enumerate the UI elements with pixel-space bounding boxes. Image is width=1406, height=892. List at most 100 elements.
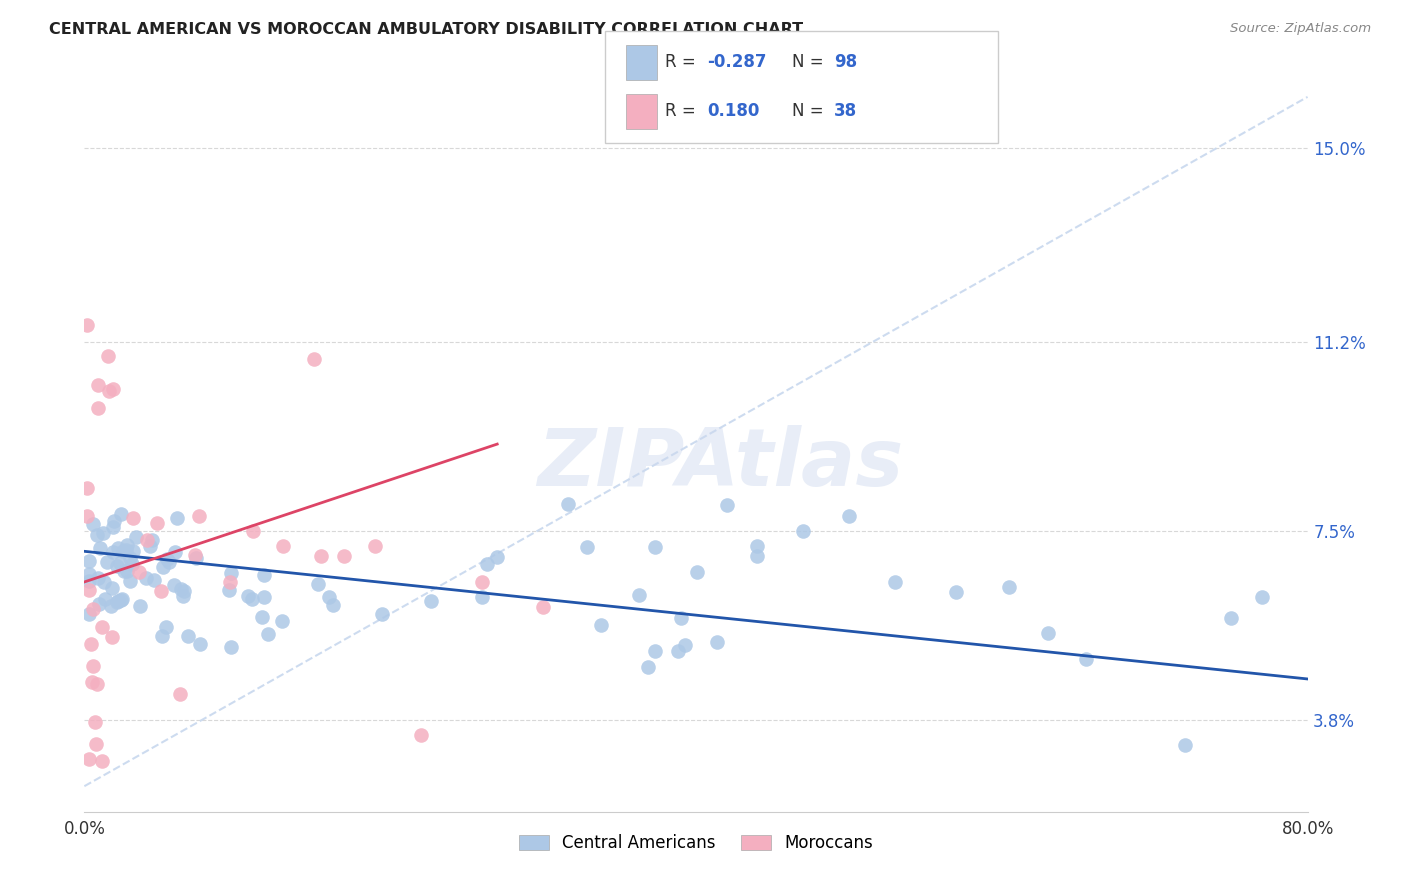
Point bbox=[145, 516, 167, 531]
Point bbox=[1250, 591, 1272, 605]
Point bbox=[253, 568, 276, 582]
Point bbox=[271, 539, 294, 553]
Point bbox=[115, 538, 138, 552]
Point bbox=[129, 599, 152, 613]
Point bbox=[107, 594, 129, 608]
Point bbox=[90, 754, 112, 768]
Point bbox=[93, 574, 115, 589]
Point bbox=[114, 543, 136, 558]
Point bbox=[666, 644, 689, 658]
Point bbox=[111, 591, 134, 606]
Point bbox=[219, 640, 242, 655]
Point bbox=[322, 598, 344, 612]
Point bbox=[94, 592, 117, 607]
Point bbox=[475, 557, 498, 571]
Point bbox=[307, 577, 329, 591]
Point bbox=[236, 589, 259, 603]
Point bbox=[218, 583, 240, 598]
Point bbox=[155, 620, 177, 634]
Point bbox=[84, 714, 107, 729]
Point bbox=[188, 637, 211, 651]
Point bbox=[118, 551, 141, 566]
Point bbox=[93, 525, 115, 540]
Point bbox=[103, 514, 125, 528]
Point bbox=[107, 541, 129, 556]
Point bbox=[108, 556, 131, 570]
Text: Source: ZipAtlas.com: Source: ZipAtlas.com bbox=[1230, 22, 1371, 36]
Point bbox=[169, 687, 191, 701]
Point bbox=[747, 539, 769, 553]
Point bbox=[589, 617, 612, 632]
Point bbox=[86, 677, 108, 691]
Point bbox=[97, 349, 120, 363]
Point bbox=[91, 620, 114, 634]
Point bbox=[110, 593, 132, 607]
Point bbox=[101, 582, 124, 596]
Point bbox=[673, 638, 696, 652]
Point bbox=[637, 660, 659, 674]
Point bbox=[77, 582, 100, 597]
Point bbox=[82, 602, 104, 616]
Point bbox=[118, 574, 141, 589]
Point bbox=[575, 540, 598, 554]
Point bbox=[103, 382, 125, 396]
Point bbox=[76, 481, 98, 495]
Point bbox=[371, 607, 394, 622]
Point bbox=[253, 591, 276, 605]
Point bbox=[409, 728, 432, 742]
Point bbox=[150, 630, 173, 644]
Point bbox=[270, 614, 292, 628]
Point bbox=[77, 752, 100, 766]
Point bbox=[76, 318, 98, 333]
Point bbox=[716, 499, 738, 513]
Point bbox=[112, 564, 135, 578]
Point bbox=[142, 573, 165, 587]
Point bbox=[256, 626, 278, 640]
Point bbox=[101, 520, 124, 534]
Point bbox=[166, 511, 188, 525]
Point bbox=[152, 560, 174, 574]
Point bbox=[77, 566, 100, 581]
Point bbox=[747, 549, 769, 563]
Point bbox=[471, 590, 494, 604]
Point bbox=[82, 659, 104, 673]
Point bbox=[242, 524, 264, 538]
Point bbox=[333, 549, 356, 564]
Point bbox=[240, 591, 263, 606]
Point bbox=[77, 607, 100, 621]
Point bbox=[221, 566, 243, 580]
Point bbox=[100, 630, 122, 644]
Point bbox=[121, 558, 143, 572]
Point bbox=[184, 550, 207, 565]
Point bbox=[628, 588, 651, 602]
Point bbox=[105, 558, 128, 573]
Point bbox=[1174, 739, 1197, 753]
Point bbox=[111, 544, 134, 558]
Point bbox=[644, 643, 666, 657]
Point bbox=[177, 629, 200, 643]
Point bbox=[77, 574, 100, 589]
Point bbox=[471, 574, 494, 589]
Point bbox=[150, 583, 173, 598]
Point bbox=[97, 384, 120, 398]
Point bbox=[486, 549, 509, 564]
Text: 38: 38 bbox=[834, 103, 856, 120]
Point bbox=[86, 527, 108, 541]
Point bbox=[792, 524, 814, 538]
Point bbox=[669, 610, 692, 624]
Point bbox=[76, 509, 98, 524]
Point bbox=[80, 637, 103, 651]
Point bbox=[87, 377, 110, 392]
Point bbox=[156, 551, 179, 566]
Point bbox=[170, 582, 193, 597]
Point bbox=[706, 635, 728, 649]
Point bbox=[531, 600, 554, 615]
Point bbox=[557, 497, 579, 511]
Point bbox=[644, 540, 666, 554]
Text: ZIPAtlas: ZIPAtlas bbox=[537, 425, 904, 503]
Point bbox=[838, 508, 860, 523]
Point bbox=[998, 580, 1021, 594]
Point bbox=[128, 566, 150, 580]
Point bbox=[96, 555, 118, 569]
Point bbox=[100, 599, 122, 614]
